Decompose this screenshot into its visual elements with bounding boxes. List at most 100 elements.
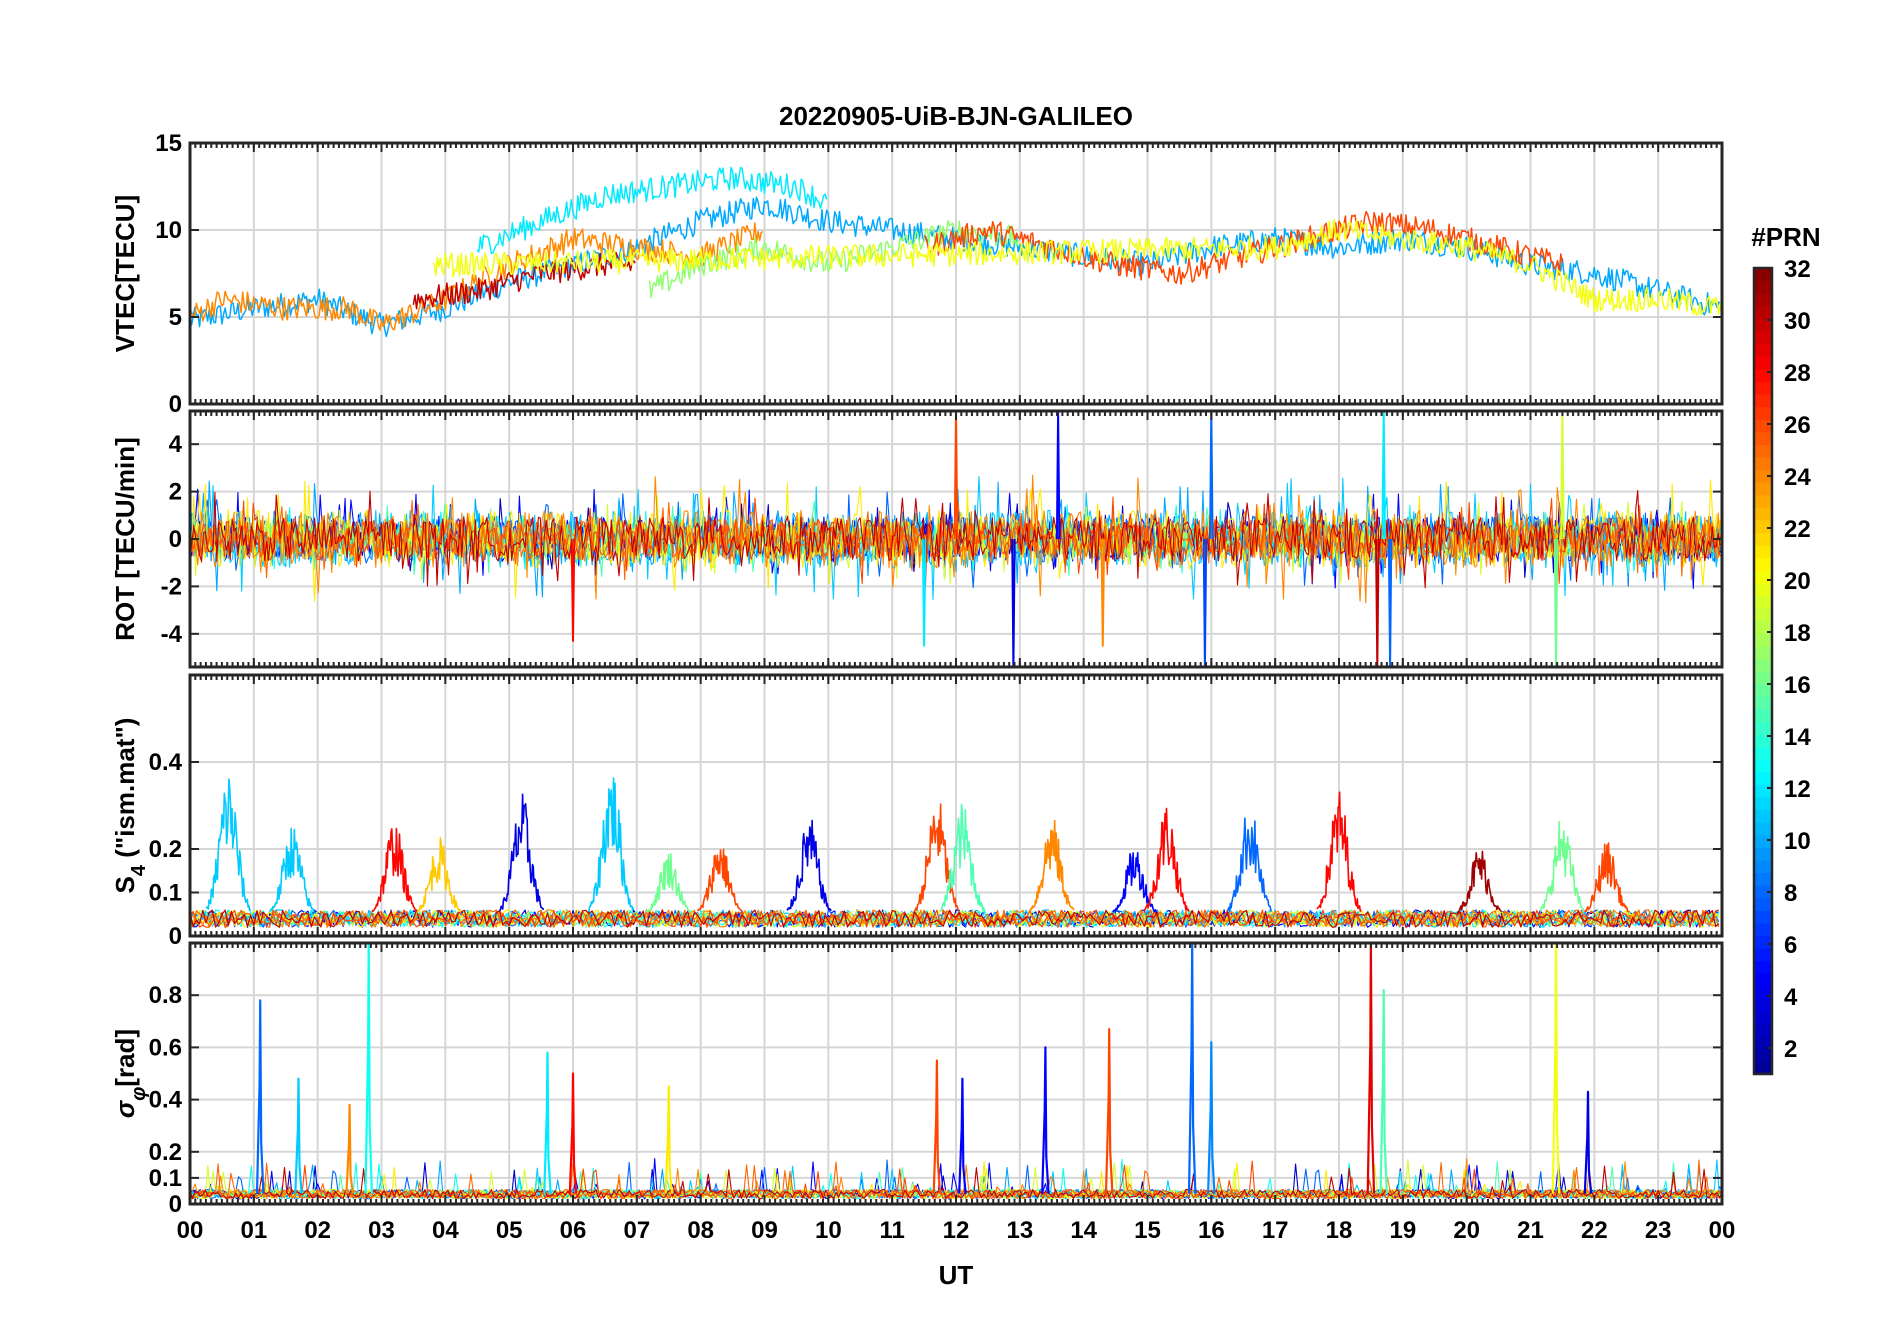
sigma-spike [1041, 1046, 1050, 1194]
colorbar-segment [1754, 545, 1772, 559]
colorbar-tick-label: 6 [1784, 932, 1797, 959]
y-axis-label-vtec: VTEC[TECU] [110, 195, 140, 352]
x-tick-label: 17 [1262, 1217, 1289, 1244]
panel-s4: 0 0.1 0.2 0.4S4 ("ism.mat") [110, 673, 1724, 950]
colorbar-tick-label: 12 [1784, 776, 1811, 803]
sigma-spike [255, 999, 265, 1194]
x-tick-label: 18 [1326, 1217, 1353, 1244]
x-tick-label: 23 [1645, 1217, 1672, 1244]
colorbar-segment [1754, 910, 1772, 924]
colorbar-tick-label: 16 [1784, 672, 1811, 699]
colorbar-segment [1754, 318, 1772, 332]
colorbar-segment [1754, 444, 1772, 458]
colorbar-segment [1754, 293, 1772, 307]
y-tick-label: 5 [169, 304, 182, 331]
s4-series-prn-25 [190, 909, 1720, 928]
sigma-spike [1379, 988, 1388, 1194]
y-tick-label: 0.4 [149, 1087, 183, 1114]
colorbar-segment [1754, 708, 1772, 722]
s4-burst [786, 819, 832, 912]
colorbar-segment [1754, 885, 1772, 899]
s4-series-prn-30 [190, 909, 1720, 928]
sigma-spike [1187, 943, 1197, 1194]
colorbar-tick-label: 20 [1784, 568, 1811, 595]
s4-burst [498, 793, 545, 912]
colorbar-segment [1754, 431, 1772, 445]
rot-spike [1560, 411, 1565, 540]
colorbar-segment [1754, 759, 1772, 773]
colorbar-segment [1754, 507, 1772, 521]
s4-burst [1143, 807, 1190, 912]
chart-title: 20220905-UiB-BJN-GALILEO [779, 101, 1133, 131]
rot-spike [1100, 538, 1106, 647]
y-tick-label: 0.2 [149, 1139, 182, 1166]
colorbar-segment [1754, 330, 1772, 345]
colorbar-segment [1754, 784, 1772, 798]
y-tick-label: -2 [161, 573, 182, 600]
colorbar-segment [1754, 721, 1772, 735]
x-ticks [189, 143, 1723, 404]
colorbar-segment [1754, 859, 1772, 874]
x-ticks [189, 411, 1723, 667]
colorbar-segment [1754, 268, 1772, 282]
colorbar-segment [1754, 1023, 1772, 1037]
colorbar-segment [1754, 822, 1772, 836]
colorbar-tick-label: 22 [1784, 516, 1811, 543]
colorbar-segment [1754, 1061, 1772, 1075]
y-axis-label-rot: ROT [TECU/min] [110, 437, 140, 641]
sigma-spike [345, 1103, 354, 1194]
colorbar-tick-label: 10 [1784, 828, 1811, 855]
y-tick-label: 0 [169, 923, 182, 950]
sigma-spike [1551, 943, 1561, 1194]
y-tick-label: 2 [169, 479, 182, 506]
colorbar-segment [1754, 519, 1772, 534]
rot-spike [1011, 538, 1016, 667]
colorbar-segment [1754, 960, 1772, 974]
colorbar-segment [1754, 998, 1772, 1012]
s4-burst [1316, 791, 1362, 912]
colorbar-segment [1754, 834, 1772, 848]
colorbar-segment [1754, 796, 1772, 811]
s4-burst [1456, 850, 1503, 914]
y-tick-label: 0.4 [149, 749, 183, 776]
s4-burst [696, 848, 743, 912]
vtec-series-prn-24 [190, 222, 764, 331]
colorbar-segment [1754, 733, 1772, 748]
y-tick-label: 4 [169, 431, 183, 458]
s4-burst [588, 777, 635, 911]
panel-rot: -4 -2 0 2 4 ROT [TECU/min] [110, 409, 1724, 669]
colorbar-segment [1754, 1036, 1772, 1050]
x-tick-label: 19 [1389, 1217, 1416, 1244]
rot-spike [1387, 538, 1393, 667]
s4-burst [1539, 821, 1585, 913]
rot-spike [1375, 538, 1380, 667]
rot-series-prn-26 [190, 496, 1721, 585]
panel-sigma_phi: 00.10.2 0.4 0.6 0.8 σφ[rad] [110, 941, 1724, 1218]
y-tick-label: 0.6 [149, 1034, 182, 1061]
x-tick-label: 01 [240, 1217, 267, 1244]
rot-spike [1202, 538, 1208, 667]
y-tick-label: 0 [169, 1191, 182, 1218]
colorbar-segment [1754, 897, 1772, 911]
series-group [190, 411, 1721, 667]
rot-spike [1553, 538, 1559, 667]
colorbar-tick-label: 24 [1784, 464, 1811, 491]
colorbar-segment [1754, 557, 1772, 571]
colorbar-segment [1754, 935, 1772, 949]
colorbar-segment [1754, 1048, 1772, 1063]
x-tick-label: 04 [432, 1217, 459, 1244]
colorbar-segment [1754, 381, 1772, 395]
vtec-series-prn-12 [476, 166, 828, 255]
colorbar-segment [1754, 948, 1772, 962]
colorbar-segment [1754, 771, 1772, 785]
colorbar-segment [1754, 456, 1772, 471]
y-axis-label-s4: S4 ("ism.mat") [110, 718, 150, 894]
y-axis-label-sigma_phi: σφ[rad] [110, 1029, 150, 1118]
colorbar-tick-label: 32 [1784, 256, 1811, 283]
colorbar-segment [1754, 570, 1772, 584]
rot-spike [953, 411, 959, 540]
colorbar-segment [1754, 469, 1772, 483]
vtec-series-prn-10 [190, 196, 1722, 338]
